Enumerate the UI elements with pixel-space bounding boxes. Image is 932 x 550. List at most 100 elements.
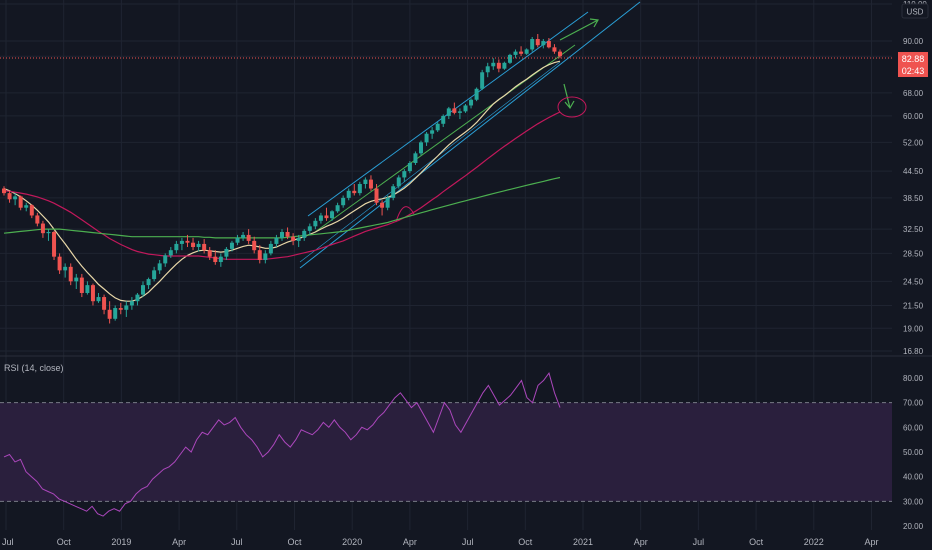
candle — [491, 58, 496, 70]
candle-body — [335, 205, 340, 212]
candle-body — [385, 197, 390, 208]
candle-body — [457, 111, 462, 113]
candle-body — [519, 51, 524, 54]
time-tick-label: 2022 — [804, 537, 824, 547]
candle — [452, 102, 457, 115]
candle — [496, 59, 501, 73]
candle-body — [79, 277, 84, 293]
channel-lower-line-2[interactable] — [299, 61, 561, 263]
support-arc[interactable] — [395, 206, 415, 223]
candle — [402, 169, 407, 182]
candle-body — [107, 309, 112, 319]
candle — [396, 175, 401, 189]
candle — [174, 240, 179, 254]
time-axis[interactable]: Jul Oct 2019 Apr Jul Oct 2020 Apr Jul Oct 2021 Apr J… — [2, 537, 879, 547]
rsi-title: RSI (14, close) — [4, 363, 64, 373]
candle-body — [24, 205, 29, 208]
candle — [263, 250, 268, 264]
candle — [296, 234, 301, 248]
candle-body — [2, 188, 6, 194]
candle-body — [52, 232, 57, 257]
time-tick-label: Apr — [172, 537, 186, 547]
candle — [157, 259, 162, 274]
price-tick-label: 32.50 — [903, 225, 924, 234]
candle-body — [168, 250, 173, 256]
time-tick-label: Oct — [749, 537, 764, 547]
time-tick-label: Oct — [287, 537, 302, 547]
candle — [435, 122, 440, 132]
candle-body — [213, 256, 218, 263]
candle — [285, 227, 290, 240]
candle — [90, 283, 95, 306]
rsi-tick-label: 40.00 — [903, 473, 924, 482]
candle — [419, 140, 423, 156]
candle-body — [402, 171, 407, 178]
price-tick-label: 52.00 — [903, 138, 924, 147]
candle-body — [218, 256, 223, 263]
currency-badge[interactable]: USD — [901, 3, 929, 19]
candle — [57, 253, 62, 274]
time-tick-label: 2021 — [573, 537, 593, 547]
candle — [163, 253, 168, 267]
candle — [196, 240, 201, 252]
candle-body — [463, 105, 468, 112]
candle-body — [102, 297, 107, 310]
price-tick-label: 24.50 — [903, 277, 924, 286]
candle — [24, 202, 29, 212]
candle-body — [263, 253, 268, 260]
candle-body — [13, 196, 18, 200]
currency-label: USD — [907, 8, 924, 17]
candle — [519, 46, 524, 57]
candle — [330, 210, 335, 221]
time-tick-label: Apr — [864, 537, 878, 547]
candle-body — [391, 186, 396, 198]
rsi-tick-label: 20.00 — [903, 522, 924, 531]
rsi-series — [3, 371, 561, 517]
candle — [524, 48, 529, 55]
candle — [480, 69, 485, 91]
candle-body — [196, 243, 201, 248]
candle-body — [558, 51, 562, 57]
candle-body — [29, 205, 34, 216]
candle-body — [552, 47, 557, 52]
candle — [541, 39, 546, 49]
candle — [380, 200, 385, 216]
candle-body — [35, 215, 40, 224]
rsi-tick-label: 30.00 — [903, 497, 924, 506]
candle-body — [179, 240, 184, 244]
candle-body — [541, 41, 546, 46]
candle — [74, 273, 79, 290]
candle-body — [57, 256, 62, 271]
rsi-band — [0, 402, 892, 502]
candle-body — [307, 226, 312, 231]
time-tick-label: Apr — [403, 537, 417, 547]
candle-body — [85, 285, 90, 293]
candle-body — [257, 250, 262, 260]
candle — [46, 229, 51, 241]
candle — [318, 212, 323, 224]
trend-arrow-down[interactable] — [563, 83, 571, 109]
candle — [40, 220, 45, 238]
rsi-axis[interactable]: 80.00 70.00 60.00 50.00 40.00 30.00 20.00 — [903, 374, 924, 531]
candle-body — [96, 297, 101, 302]
candle-body — [407, 162, 412, 172]
trend-arrow-up[interactable] — [559, 19, 599, 41]
channel-middle-line[interactable] — [314, 44, 576, 233]
candle — [7, 190, 12, 203]
candle-body — [124, 305, 129, 310]
candle-body — [424, 133, 429, 143]
channel-lower-line[interactable] — [299, 1, 641, 269]
price-tick-label: 38.50 — [903, 194, 924, 203]
candle-body — [413, 153, 418, 163]
candle — [29, 204, 34, 219]
candle-body — [324, 215, 329, 219]
candle-body — [480, 72, 485, 89]
candle — [469, 98, 474, 109]
candle-body — [513, 51, 518, 55]
candle-body — [524, 49, 529, 54]
target-circle[interactable] — [557, 96, 587, 118]
candle — [507, 53, 512, 64]
candle-body — [113, 308, 118, 319]
candle-body — [502, 62, 507, 69]
